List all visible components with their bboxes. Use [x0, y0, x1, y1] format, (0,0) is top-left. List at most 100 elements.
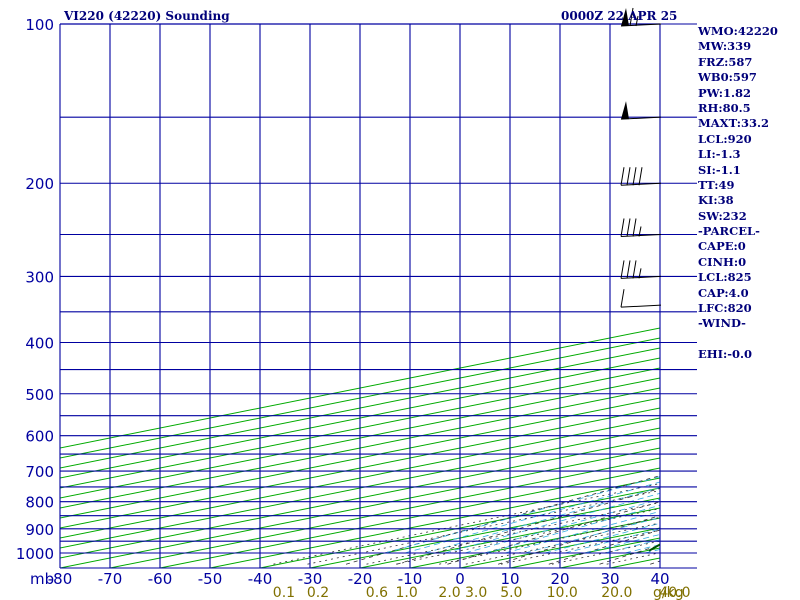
parameter-line: WMO:42220	[698, 24, 778, 38]
barb-flag	[620, 167, 625, 186]
mixing-ratio-label: 10.0	[547, 585, 578, 600]
pressure-tick-label: 300	[25, 268, 54, 286]
barb-flag	[620, 289, 625, 308]
pressure-gridlines	[60, 23, 697, 569]
barb-pennant	[621, 101, 629, 120]
temperature-tick-label: 0	[455, 570, 465, 588]
mixing-ratio-label: 20.0	[601, 585, 632, 600]
barb-staff	[620, 275, 662, 279]
temperature-tick-label: 30	[600, 570, 619, 588]
barb-staff	[620, 182, 662, 186]
isotherm-line	[109, 457, 660, 568]
pressure-tick-label: 700	[25, 463, 54, 481]
temperature-tick-label: -70	[98, 570, 123, 588]
barb-flag	[620, 218, 625, 237]
wind-barbs	[620, 7, 662, 308]
wind-barb	[620, 260, 662, 279]
barb-flag	[626, 167, 631, 186]
isotherm-line	[60, 357, 660, 479]
parameter-line: WB0:597	[698, 70, 757, 85]
temperature-tick-label: 40	[650, 570, 669, 588]
pressure-tick-label: 400	[25, 334, 54, 352]
moist-adiabat-line	[524, 517, 660, 554]
isotherm-lines	[60, 327, 660, 568]
mixing-ratio-unit: g/kg	[653, 585, 684, 600]
parameter-line: CINH:0	[698, 254, 747, 269]
moist-adiabat-line	[384, 476, 660, 554]
isotherm-line	[60, 427, 660, 549]
parameter-line: LCL:825	[698, 270, 752, 285]
pressure-unit-label: mb	[30, 570, 54, 588]
temperature-tick-label: -30	[298, 570, 323, 588]
moist-adiabat-line	[424, 487, 660, 554]
isotherm-line	[60, 367, 660, 489]
parameter-line: FRZ:587	[698, 54, 753, 69]
parameter-line	[698, 332, 778, 347]
dry-adiabat-lines	[345, 475, 660, 565]
moist-adiabat-line	[464, 498, 660, 554]
parameter-line: CAPE:0	[698, 239, 746, 254]
temperature-tick-label: 10	[500, 570, 519, 588]
parameter-line: MAXT:33.2	[698, 116, 769, 131]
temperature-tick-label: -80	[48, 570, 73, 588]
barb-flag	[632, 218, 637, 237]
pressure-tick-label: 600	[25, 428, 54, 446]
isotherm-line	[60, 377, 660, 499]
isotherm-line	[60, 397, 660, 519]
plot-frame	[59, 23, 661, 568]
pressure-tick-label: 800	[25, 494, 54, 512]
barb-flag	[620, 260, 625, 279]
mixing-ratio-label: 0.6	[366, 585, 388, 600]
mixing-ratio-line	[307, 490, 660, 565]
mixing-ratio-line	[273, 483, 660, 565]
mixing-ratio-label: 1.0	[396, 585, 418, 600]
parameter-line: PW:1.82	[698, 85, 752, 100]
barb-half-flag	[638, 226, 642, 237]
wind-barb	[620, 167, 662, 186]
parameter-line: EHI:-0.0	[698, 347, 753, 362]
temperature-tick-label: -20	[348, 570, 373, 588]
barb-flag	[632, 260, 637, 279]
moist-adiabat-line	[484, 504, 660, 554]
parameter-line: LFC:820	[698, 301, 752, 316]
pressure-tick-label: 100	[25, 16, 54, 34]
temperature-tick-label: -60	[148, 570, 173, 588]
isotherm-line	[60, 437, 660, 559]
pressure-tick-labels: 100 200 300 400 500 600 700 800 900 1000 mb	[16, 16, 54, 588]
temperature-tick-label: -50	[198, 570, 223, 588]
mixing-ratio-labels: 0.1 0.2 0.6 1.0 2.0 3.0 5.0 10.0 20.0 40.0g/kg	[273, 585, 691, 600]
pressure-tick-label: 200	[25, 175, 54, 193]
parameter-line: -PARCEL-	[698, 224, 760, 239]
isotherm-line	[60, 407, 660, 529]
parameter-line: MW:339	[698, 39, 752, 54]
mixing-ratio-label: 40.0	[659, 585, 690, 600]
mixing-ratio-label: 0.2	[307, 585, 329, 600]
isotherm-line	[159, 467, 660, 568]
mixing-ratio-label: 2.0	[438, 585, 460, 600]
barb-pennant	[621, 8, 629, 26]
parameter-line: SW:232	[698, 208, 747, 223]
barb-flag	[632, 167, 637, 186]
barb-flag	[629, 7, 634, 27]
parameter-line: SI:-1.1	[698, 162, 741, 177]
parameter-line: LI:-1.3	[698, 147, 741, 162]
sounding-time: 0000Z 22 APR 25	[561, 9, 678, 23]
parameter-line: -WIND-	[698, 316, 746, 331]
isotherm-line	[60, 417, 660, 539]
mixing-ratio-label: 3.0	[465, 585, 487, 600]
barb-flag	[626, 218, 631, 237]
temperature-tick-label: -40	[248, 570, 273, 588]
barb-staff	[620, 304, 662, 308]
temperature-tick-label: -10	[398, 570, 423, 588]
wind-barb	[620, 289, 662, 308]
barb-half-flag	[638, 268, 642, 279]
barb-staff	[620, 234, 662, 238]
wind-barb	[620, 7, 662, 27]
pressure-tick-label: 900	[25, 521, 54, 539]
parameter-line: LCL:920	[698, 131, 752, 146]
parameter-line: KI:38	[698, 193, 734, 208]
mixing-ratio-lines	[273, 483, 660, 565]
moist-adiabat-lines	[384, 476, 660, 554]
parameter-line: RH:80.5	[698, 100, 751, 115]
